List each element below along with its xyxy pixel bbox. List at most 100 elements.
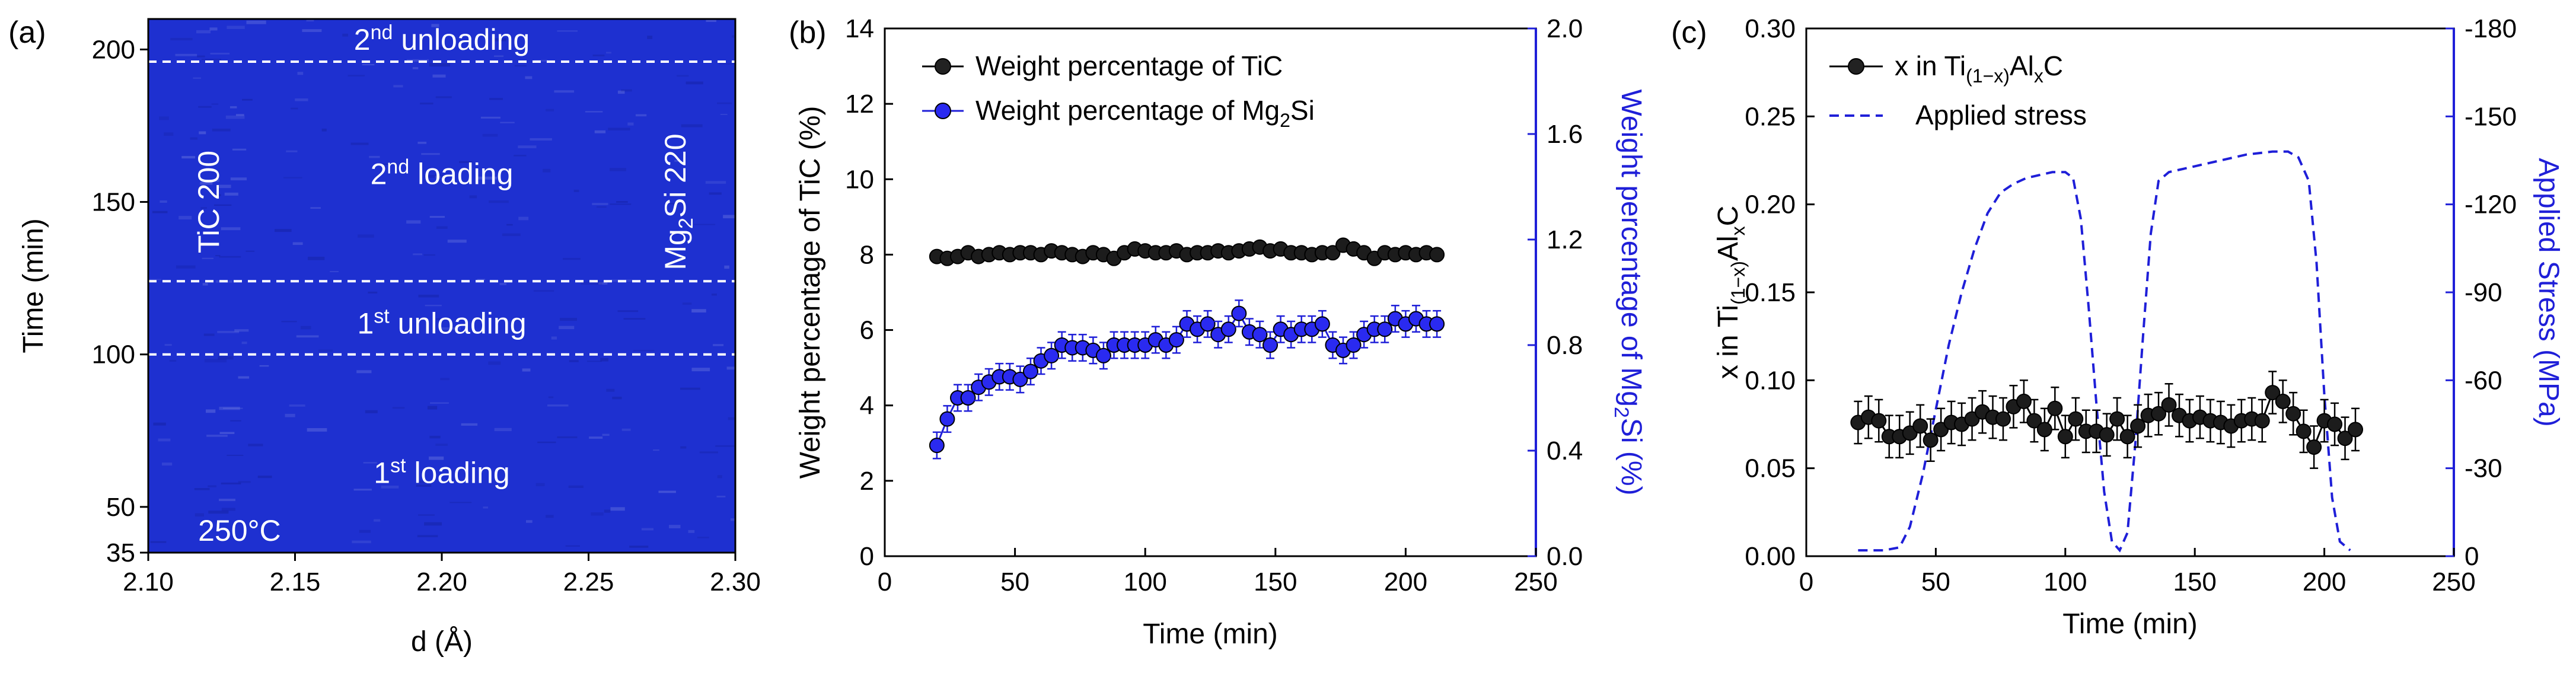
heatmap-streak: [499, 283, 507, 285]
x-tick-label: 2.25: [563, 567, 614, 597]
heatmap-streak: [152, 210, 168, 213]
heatmap-streak: [502, 233, 521, 237]
heatmap-streak: [164, 344, 172, 346]
y-tick-label: 150: [92, 188, 135, 217]
heatmap-streak: [616, 201, 628, 203]
mg2si-series-point: [1263, 337, 1279, 353]
heatmap-streak: [686, 81, 703, 85]
heatmap-streak: [175, 53, 197, 56]
heatmap-streak: [612, 397, 622, 400]
heatmap-streak: [697, 537, 709, 538]
heatmap-streak: [602, 433, 610, 436]
heatmap-streak: [461, 423, 478, 426]
heatmap-streak: [213, 179, 219, 182]
heatmap-streak: [275, 229, 292, 232]
heatmap-streak: [209, 27, 218, 31]
heatmap-streak: [406, 220, 421, 224]
heatmap-streak: [421, 153, 440, 155]
heatmap-streak: [307, 256, 325, 260]
x-tick-label: 2.30: [710, 567, 761, 597]
heatmap-streak: [617, 90, 625, 94]
heatmap-streak: [447, 240, 467, 243]
heatmap-streak: [416, 484, 432, 487]
heatmap-streak: [430, 402, 449, 404]
x-tick-label: 200: [1384, 567, 1427, 597]
heatmap-streak: [488, 361, 501, 365]
heatmap-streak: [161, 463, 173, 466]
heatmap-streak: [623, 318, 646, 320]
x-tick-label: 100: [2043, 567, 2087, 597]
heatmap-streak: [435, 96, 452, 98]
heatmap-streak: [235, 114, 244, 116]
heatmap-streak: [350, 142, 369, 145]
heatmap-streak: [246, 250, 255, 252]
heatmap-streak: [429, 216, 445, 218]
left-tick-label: 0.00: [1745, 542, 1796, 571]
heatmap-streak: [219, 256, 241, 258]
heatmap-streak: [283, 177, 302, 178]
x-tick-label: 250: [1514, 567, 1557, 597]
al-content-series-point: [2057, 429, 2073, 445]
legend-mg2si-marker: [935, 103, 951, 119]
heatmap-streak: [257, 476, 272, 479]
heatmap-streak: [412, 67, 419, 69]
x-tick-label: 2.15: [270, 567, 321, 597]
heatmap-streak: [296, 335, 319, 338]
heatmap-streak: [573, 189, 579, 192]
mg2si-series-point: [1252, 327, 1268, 343]
heatmap-streak: [362, 64, 375, 66]
heatmap-streak: [150, 541, 167, 543]
heatmap-streak: [289, 404, 305, 407]
al-content-series-point: [2047, 400, 2063, 416]
mg2si-series-point: [1095, 347, 1111, 363]
mg2si-series-point: [1346, 337, 1362, 353]
heatmap-streak: [406, 59, 429, 62]
left-tick-label: 10: [845, 165, 874, 194]
right-tick-label: -30: [2465, 454, 2502, 483]
mg2si-series-point: [1429, 316, 1445, 332]
heatmap-streak: [169, 360, 177, 362]
heatmap-streak: [669, 203, 679, 205]
heatmap-streak: [420, 102, 433, 105]
y-tick-label: 50: [106, 493, 135, 522]
x-tick-label: 150: [2173, 567, 2216, 597]
heatmap-streak: [594, 130, 606, 133]
heatmap-streak: [352, 540, 371, 544]
heatmap-streak: [436, 226, 448, 229]
heatmap-streak: [681, 124, 703, 127]
heatmap-streak: [514, 155, 527, 157]
x-tick-label: 250: [2432, 567, 2475, 597]
heatmap-streak: [680, 387, 700, 390]
heatmap-streak: [543, 168, 551, 173]
heatmap-streak: [557, 436, 578, 439]
al-content-series-point: [1995, 411, 2011, 427]
heatmap-streak: [295, 98, 308, 101]
heatmap-streak: [363, 462, 377, 464]
heatmap-streak: [711, 293, 717, 296]
heatmap-streak: [202, 283, 208, 286]
al-content-series-point: [2036, 422, 2052, 438]
heatmap-streak: [560, 317, 578, 321]
x-tick-label: 200: [2303, 567, 2346, 597]
heatmap-streak: [565, 545, 580, 547]
heatmap-streak: [489, 200, 509, 203]
heatmap-streak: [203, 333, 215, 336]
heatmap-streak: [627, 122, 634, 126]
heatmap-streak: [435, 444, 448, 446]
heatmap-streak: [438, 46, 448, 49]
heatmap-streak: [193, 77, 201, 79]
al-content-series-point: [2130, 418, 2146, 434]
heatmap-streak: [592, 55, 605, 57]
heatmap-streak: [219, 406, 240, 410]
heatmap-streak: [596, 206, 607, 208]
heatmap-streak: [359, 530, 371, 533]
heatmap-streak: [160, 200, 167, 203]
panel-c-x-label: Time (min): [2062, 608, 2198, 640]
heatmap-streak: [382, 163, 397, 165]
heatmap-streak: [292, 242, 303, 245]
heatmap-streak: [217, 330, 240, 333]
mg2si-series-point: [960, 390, 976, 406]
x-tick-label: 2.10: [123, 567, 174, 597]
panel-a-heatmap: (a) TiC 200 Mg2Si 220 2nd unloading 2nd lo…: [8, 15, 761, 658]
heatmap-streak: [723, 215, 735, 219]
